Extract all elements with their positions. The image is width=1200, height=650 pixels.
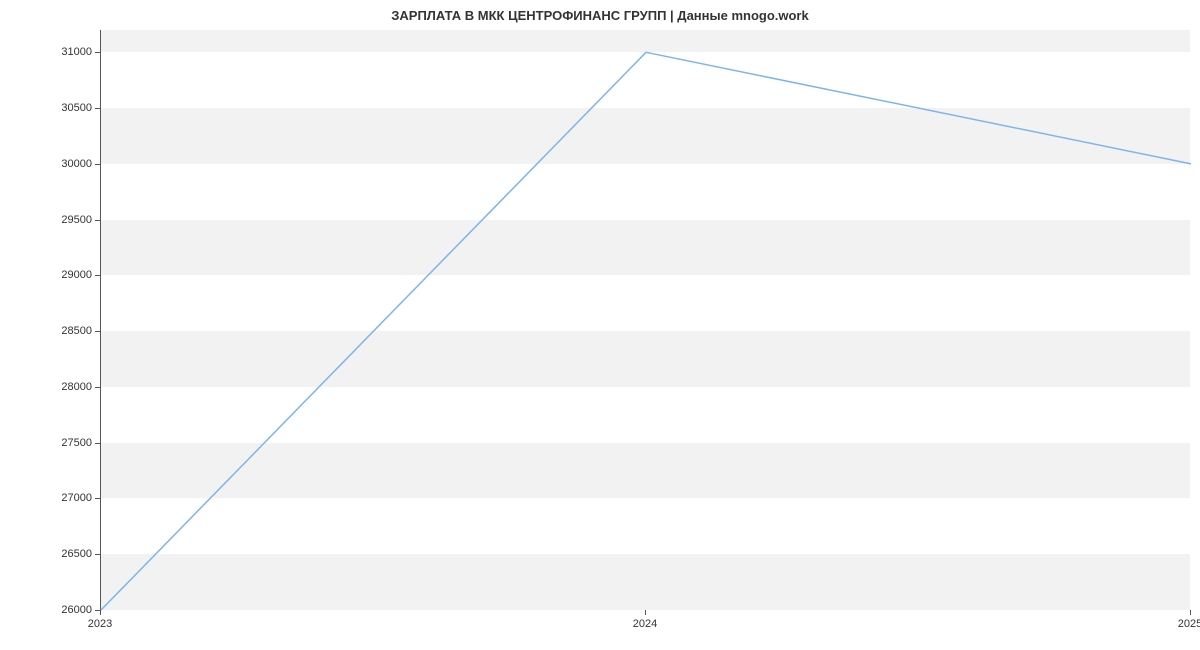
x-tick-label: 2025 (1178, 618, 1200, 630)
line-layer (101, 30, 1191, 610)
y-tick-label: 27500 (61, 437, 92, 449)
y-tick-mark (95, 443, 100, 444)
y-tick-mark (95, 164, 100, 165)
y-tick-label: 26500 (61, 548, 92, 560)
y-tick-label: 29500 (61, 214, 92, 226)
y-tick-label: 29000 (61, 269, 92, 281)
y-tick-mark (95, 554, 100, 555)
y-tick-mark (95, 331, 100, 332)
y-tick-mark (95, 108, 100, 109)
y-tick-label: 31000 (61, 46, 92, 58)
y-tick-label: 30000 (61, 158, 92, 170)
x-tick-label: 2023 (88, 618, 112, 630)
series-line (101, 52, 1191, 610)
x-tick-mark (645, 610, 646, 615)
y-tick-label: 28500 (61, 325, 92, 337)
y-tick-label: 30500 (61, 102, 92, 114)
y-tick-mark (95, 387, 100, 388)
plot-area (100, 30, 1190, 610)
x-tick-label: 2024 (633, 618, 657, 630)
y-tick-label: 28000 (61, 381, 92, 393)
chart-title: ЗАРПЛАТА В МКК ЦЕНТРОФИНАНС ГРУПП | Данн… (0, 0, 1200, 31)
y-tick-label: 27000 (61, 492, 92, 504)
y-tick-label: 26000 (61, 604, 92, 616)
x-tick-mark (1190, 610, 1191, 615)
y-tick-mark (95, 275, 100, 276)
y-tick-mark (95, 220, 100, 221)
y-tick-mark (95, 52, 100, 53)
y-tick-mark (95, 498, 100, 499)
x-tick-mark (100, 610, 101, 615)
chart-container: 2600026500270002750028000285002900029500… (100, 30, 1190, 610)
